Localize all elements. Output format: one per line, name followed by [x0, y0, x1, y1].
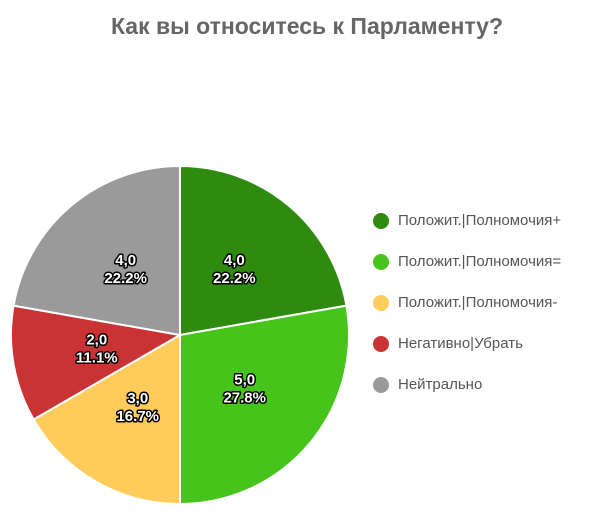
pie-slice	[10, 304, 183, 421]
pie-slice	[179, 304, 350, 506]
legend-marker	[373, 295, 389, 311]
pie-slice	[179, 164, 348, 337]
pie-slice	[32, 333, 181, 506]
percent-label: 27.8%	[223, 389, 266, 406]
legend-label: Нейтрально	[398, 376, 482, 393]
percent-label: 16.7%	[116, 408, 159, 425]
percent-label: 11.1%	[76, 350, 118, 367]
value-label: 3,0	[127, 390, 148, 407]
legend-marker	[373, 254, 389, 270]
percent-label: 22.2%	[104, 270, 147, 287]
value-label: 4,0	[115, 252, 136, 269]
legend-label: Негативно|Убрать	[398, 335, 523, 352]
value-label: 4,0	[224, 252, 245, 269]
percent-label: 22.2%	[213, 270, 256, 287]
pie-slice	[12, 164, 181, 337]
chart-title: Как вы относитесь к Парламенту?	[111, 13, 503, 39]
value-label: 5,0	[234, 371, 255, 388]
legend-label: Положит.|Полномочия-	[398, 294, 557, 311]
legend-marker	[373, 336, 389, 352]
value-label: 2,0	[86, 332, 107, 349]
legend-marker	[373, 213, 389, 229]
legend-label: Положит.|Полномочия=	[398, 253, 561, 270]
legend-label: Положит.|Полномочия+	[398, 212, 561, 229]
legend-marker	[373, 377, 389, 393]
